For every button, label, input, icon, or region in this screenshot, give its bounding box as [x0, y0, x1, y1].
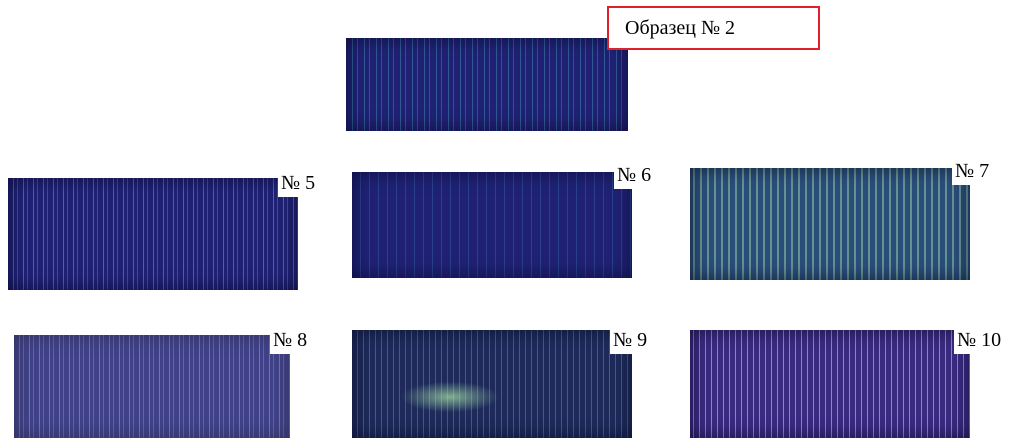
plate-image	[690, 168, 970, 280]
plate-image	[352, 172, 632, 278]
sample-label: № 8	[270, 327, 310, 354]
sample-label: № 5	[278, 170, 318, 197]
sample-label: № 6	[614, 162, 654, 189]
plate-image	[352, 330, 632, 438]
title-box: Образец № 2	[607, 6, 820, 50]
sample-label: № 10	[954, 327, 1004, 354]
plate-image	[346, 38, 628, 131]
sample-label: № 9	[610, 327, 650, 354]
title: Образец № 2	[625, 17, 735, 39]
sample-label: № 7	[952, 158, 992, 185]
plate-image	[690, 330, 970, 438]
plate-image	[14, 335, 290, 438]
plate-image	[8, 178, 298, 290]
page: Образец № 2 № 5 № 6 № 7 № 8 № 9 № 10 (()…	[0, 0, 1011, 438]
